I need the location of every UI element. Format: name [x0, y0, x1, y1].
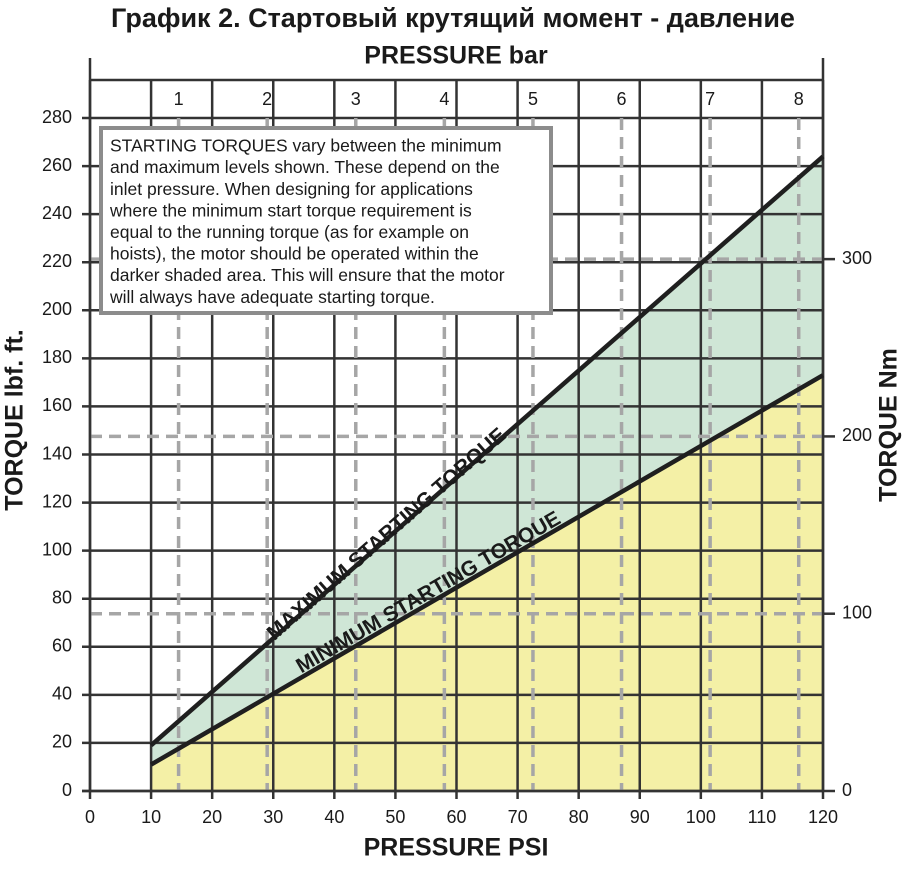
x-tick-label: 0 [85, 807, 95, 827]
note-line: where the minimum start torque requireme… [109, 200, 472, 220]
y2-tick-label: 100 [842, 602, 872, 622]
y2-tick-label: 200 [842, 425, 872, 445]
note-line: equal to the running torque (as for exam… [110, 222, 469, 242]
x-tick-label: 60 [446, 807, 466, 827]
x-axis-label: PRESSURE PSI [364, 834, 549, 862]
series-line [149, 373, 825, 767]
y-tick-label: 0 [62, 780, 72, 800]
y-tick-label: 180 [42, 347, 72, 367]
chart-title: График 2. Стартовый крутящий момент - да… [111, 3, 795, 33]
x-tick-label: 10 [141, 807, 161, 827]
x-tick-label: 70 [508, 807, 528, 827]
x2-tick-label: 2 [262, 89, 272, 109]
x-tick-label: 20 [202, 807, 222, 827]
note-line: will always have adequate starting torqu… [109, 287, 435, 307]
y-tick-label: 60 [52, 636, 72, 656]
x-tick-label: 110 [748, 807, 777, 827]
y-tick-label: 220 [42, 251, 72, 271]
x2-tick-label: 6 [617, 89, 627, 109]
note-box [99, 126, 553, 315]
x2-tick-label: 8 [794, 89, 804, 109]
x2-tick-label: 4 [439, 89, 449, 109]
x-tick-label: 30 [263, 807, 283, 827]
area-min [151, 375, 824, 791]
y-tick-label: 100 [42, 539, 72, 559]
x-tick-label: 40 [324, 807, 344, 827]
x-tick-label: 80 [569, 807, 589, 827]
labels: График 2. Стартовый крутящий момент - да… [1, 3, 903, 861]
note-line: darker shaded area. This will ensure tha… [110, 265, 505, 285]
y-tick-label: 140 [42, 443, 72, 463]
y-axis-label: TORQUE lbf. ft. [1, 329, 29, 510]
note-line: and maximum levels shown. These depend o… [110, 157, 500, 177]
y2-tick-label: 300 [842, 248, 872, 268]
y-tick-label: 200 [42, 299, 72, 319]
y-tick-label: 120 [42, 491, 72, 511]
y2-tick-label: 0 [842, 780, 852, 800]
x2-tick-label: 5 [528, 89, 538, 109]
note-line: STARTING TORQUES vary between the minimu… [110, 136, 502, 156]
y2-axis-label: TORQUE Nm [875, 348, 903, 502]
x2-tick-label: 7 [705, 89, 715, 109]
x-tick-label: 90 [630, 807, 650, 827]
y-tick-label: 260 [42, 155, 72, 175]
x2-tick-label: 3 [351, 89, 361, 109]
y-tick-label: 280 [42, 107, 72, 127]
y-tick-label: 40 [52, 684, 72, 704]
x-tick-label: 50 [385, 807, 405, 827]
y-tick-label: 240 [42, 203, 72, 223]
note-line: inlet pressure. When designing for appli… [110, 179, 473, 199]
x2-tick-label: 1 [174, 89, 184, 109]
x-tick-label: 100 [686, 807, 716, 827]
series-line [149, 154, 825, 748]
y-tick-label: 80 [52, 587, 72, 607]
x-tick-label: 120 [808, 807, 838, 827]
note-line: hoists), the motor should be operated wi… [110, 244, 479, 264]
y-tick-label: 20 [52, 732, 72, 752]
y-tick-label: 160 [42, 395, 72, 415]
x2-axis-label: PRESSURE bar [364, 42, 548, 70]
